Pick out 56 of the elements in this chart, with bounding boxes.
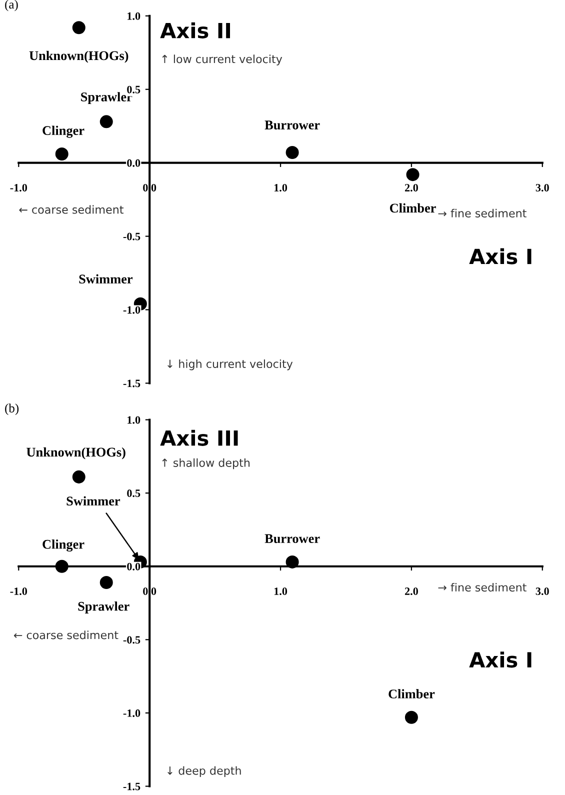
point <box>55 560 68 573</box>
x-tick-label: 1.0 <box>274 588 288 596</box>
y-tick-label: 0.5 <box>127 490 140 498</box>
y-tick-label: -1.5 <box>123 782 140 790</box>
annotation: Burrower <box>264 534 320 544</box>
y-tick-label: 0.0 <box>127 159 140 167</box>
annotation: ↓ high current velocity <box>168 359 293 370</box>
point <box>55 147 68 161</box>
y-tick-label: -0.5 <box>123 232 140 240</box>
annotation: Sprawler <box>81 92 132 104</box>
point <box>404 710 418 724</box>
annotation: Burrower <box>264 120 320 130</box>
y-tick-label: -1.5 <box>123 380 140 388</box>
chart-title: (a) <box>5 0 18 12</box>
annotation: Climber <box>390 203 436 213</box>
annotation: ↓ deep depth <box>168 766 241 777</box>
y-tick-label: 1.0 <box>128 12 140 20</box>
y-tick-label: 0.5 <box>127 86 140 94</box>
annotation: Sprawler <box>78 602 130 614</box>
point <box>72 21 86 34</box>
x-axis-title: Axis I <box>469 248 532 264</box>
y-tick-label: 0.0 <box>127 562 140 570</box>
x-axis-title: Axis I <box>469 652 532 668</box>
annotation: Swimmer <box>79 274 133 284</box>
annotation: Clinger <box>42 126 84 138</box>
x-tick-label: 1.0 <box>274 184 288 192</box>
annotation: Unknown(HOGs) <box>26 447 126 460</box>
y-tick-label: -1.0 <box>123 306 140 314</box>
x-tick-label: -1.0 <box>10 184 28 192</box>
annotation: → fine sediment <box>438 208 526 218</box>
x-tick-label: 3.0 <box>536 184 549 192</box>
y-axis-title: Axis II <box>160 22 230 38</box>
annotation: Clinger <box>42 539 84 552</box>
y-tick-label: 1.0 <box>128 416 140 424</box>
point <box>100 576 113 589</box>
annotation: ↑ shallow depth <box>162 458 250 470</box>
point <box>286 555 299 568</box>
annotation: Climber <box>388 689 435 698</box>
annotation: Unknown(HOGs) <box>29 50 128 63</box>
point <box>406 168 420 182</box>
annotation: ↑ low current velocity <box>162 54 282 66</box>
annotation: ← coarse sediment <box>19 205 124 214</box>
point <box>286 146 299 160</box>
x-tick-label: 2.0 <box>404 588 418 596</box>
y-tick-label: -1.0 <box>123 709 140 717</box>
x-tick-label: -1.0 <box>10 588 28 596</box>
point <box>100 115 113 128</box>
annotation: Swimmer <box>66 496 120 506</box>
x-tick-label: 2.0 <box>404 184 418 192</box>
annotation: ← coarse sediment <box>14 630 118 640</box>
x-tick-label: 3.0 <box>536 588 549 596</box>
point <box>72 470 86 484</box>
y-tick-label: -0.5 <box>123 636 140 644</box>
chart-title: (b) <box>5 404 19 415</box>
annotation: → fine sediment <box>438 582 526 592</box>
y-axis-title: Axis III <box>160 430 238 446</box>
